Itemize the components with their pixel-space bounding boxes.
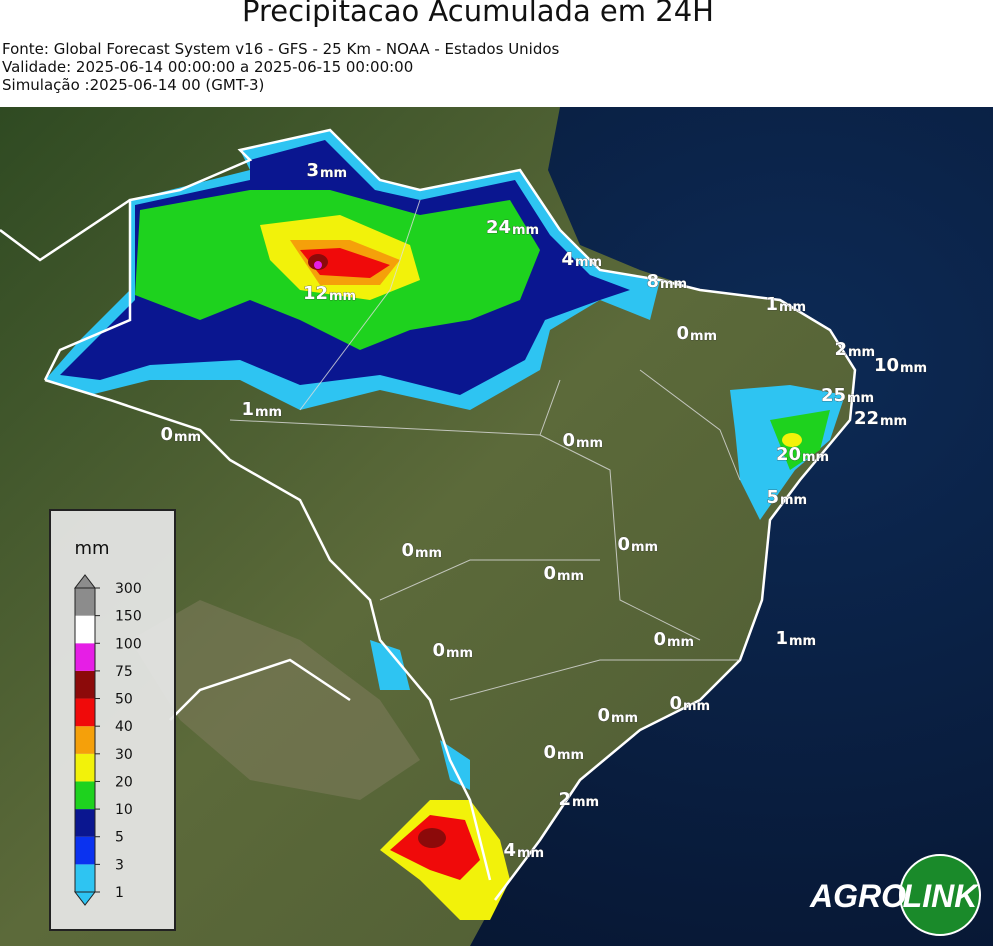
precip-unit: mm [683,699,710,714]
state-borders [229,199,741,701]
precip-label: 0 [160,424,173,445]
precip-label: 0 [669,693,682,714]
precip-unit: mm [329,289,356,304]
legend-tick-label: 1 [115,885,124,901]
logo: AGRO LINK [809,854,981,936]
precip-label: 0 [597,705,610,726]
precip-label: 8 [646,271,659,292]
legend-tick-label: 40 [115,719,133,735]
precip-label: 0 [617,534,630,555]
precip-unit: mm [631,540,658,555]
colorbar-segment [75,643,95,671]
colorbar-segment [75,698,95,727]
colorbar-segment [75,588,95,616]
precip-label: 5 [766,487,779,508]
legend-title: mm [74,538,109,559]
precip-unit: mm [779,300,806,315]
precip-unit: mm [575,255,602,270]
colorbar-segment [75,670,95,699]
colorbar-segment [75,836,95,865]
precip-unit: mm [174,430,201,445]
precip-label: 20 [776,444,801,465]
precip-label: 2 [558,789,571,810]
precip-label: 0 [562,430,575,451]
colorbar-segment [75,809,95,837]
precip-label: 0 [401,540,414,561]
precip-label: 0 [432,640,445,661]
precip-unit: mm [802,450,829,465]
logo-right: LINK [903,878,981,914]
legend-tick-label: 3 [115,857,124,873]
precip-label: 4 [503,840,516,861]
legend-tick-label: 100 [115,636,142,652]
precip-unit: mm [576,436,603,451]
legend-tick-label: 30 [115,747,133,763]
validity: Validade: 2025-06-14 00:00:00 a 2025-06-… [2,58,414,76]
colorbar-segment [75,864,95,892]
precip-label: 0 [543,742,556,763]
colorbar-segment [75,615,95,644]
precip-unit: mm [557,569,584,584]
precip-label: 3 [306,160,319,181]
precip-label: 0 [543,563,556,584]
precip-unit: mm [517,846,544,861]
legend-tick-label: 10 [115,802,133,818]
legend-tick-label: 20 [115,774,133,790]
precip-label: 22 [854,408,879,429]
precip-unit: mm [446,646,473,661]
precip-unit: mm [572,795,599,810]
precip-unit: mm [415,546,442,561]
precip-unit: mm [880,414,907,429]
precip-label: 10 [874,355,899,376]
precip-label: 0 [676,323,689,344]
legend-tick-label: 150 [115,609,142,625]
precip-unit: mm [780,493,807,508]
colorbar: 1 3 5 10 20 30 40 50 75 100 150 300 [73,574,142,906]
precip-label: 0 [653,629,666,650]
legend-box [49,509,176,931]
precip-label: 1 [241,399,254,420]
legend-tick-label: 5 [115,830,124,846]
arid-region [130,600,420,800]
precip-unit: mm [557,748,584,763]
simulation: Simulação :2025-06-14 00 (GMT-3) [2,76,265,94]
legend-tick-label: 75 [115,664,133,680]
precip-label: 4 [561,249,574,270]
legend: mm 1 3 5 10 20 30 40 50 75 100 150 300 [49,509,176,931]
precip-areas [45,130,845,920]
logo-left: AGRO [809,878,906,914]
precip-unit: mm [847,391,874,406]
precip-label: 24 [486,217,511,238]
precip-label: 1 [765,294,778,315]
borders [0,128,857,901]
precip-unit: mm [900,361,927,376]
precip-unit: mm [690,329,717,344]
source: Fonte: Global Forecast System v16 - GFS … [2,40,560,58]
colorbar-segment [75,753,95,782]
precip-label: 2 [834,339,847,360]
precip-label: 12 [303,283,328,304]
colorbar-frame [74,587,96,893]
precip-unit: mm [660,277,687,292]
header: Precipitacao Acumulada em 24H Fonte: Glo… [0,0,993,107]
precip-unit: mm [789,634,816,649]
precip-label: 25 [821,385,846,406]
precip-label: 1 [775,628,788,649]
precip-unit: mm [848,345,875,360]
precip-unit: mm [320,166,347,181]
precip-unit: mm [255,405,282,420]
legend-tick-label: 300 [115,581,142,597]
precip-unit: mm [611,711,638,726]
precip-unit: mm [512,223,539,238]
precip-unit: mm [667,635,694,650]
colorbar-segment [75,726,95,754]
title: Precipitacao Acumulada em 24H [242,0,714,28]
legend-tick-label: 50 [115,692,133,708]
colorbar-segment [75,781,95,810]
